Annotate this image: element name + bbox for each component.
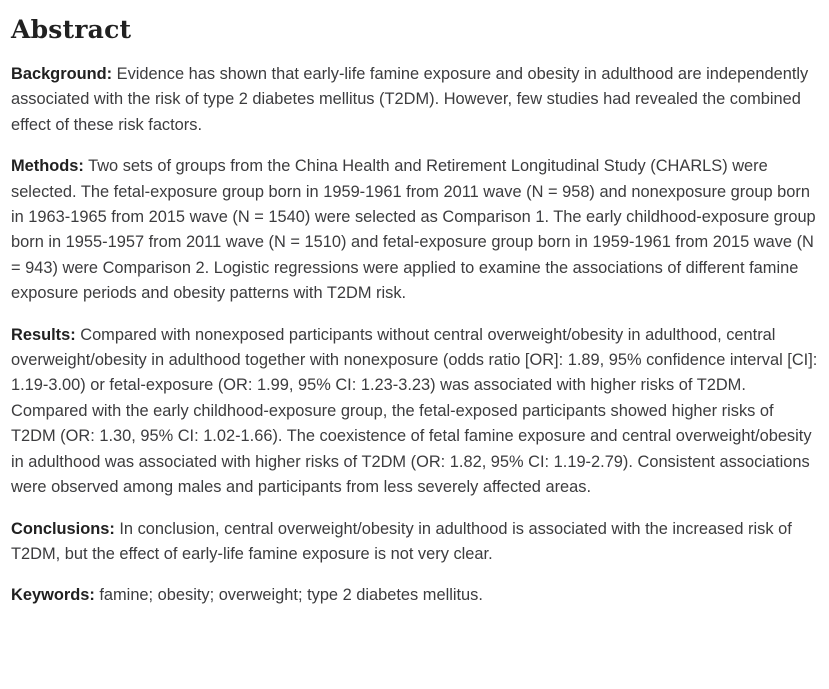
- keywords-label: Keywords:: [11, 586, 95, 605]
- conclusions-text: In conclusion, central overweight/obesit…: [11, 519, 792, 563]
- results-text: Compared with nonexposed participants wi…: [11, 325, 818, 497]
- keywords-paragraph: Keywords: famine; obesity; overweight; t…: [11, 583, 818, 608]
- abstract-heading: Abstract: [11, 15, 132, 44]
- background-paragraph: Background: Evidence has shown that earl…: [11, 62, 818, 138]
- methods-paragraph: Methods: Two sets of groups from the Chi…: [11, 154, 818, 306]
- keywords-text: famine; obesity; overweight; type 2 diab…: [94, 586, 483, 605]
- methods-label: Methods:: [11, 157, 84, 176]
- results-label: Results:: [11, 325, 76, 344]
- conclusions-label: Conclusions:: [11, 519, 115, 538]
- methods-text: Two sets of groups from the China Health…: [11, 157, 816, 303]
- results-paragraph: Results: Compared with nonexposed partic…: [11, 323, 818, 501]
- background-text: Evidence has shown that early-life famin…: [11, 65, 809, 134]
- conclusions-paragraph: Conclusions: In conclusion, central over…: [11, 517, 818, 568]
- background-label: Background:: [11, 65, 113, 83]
